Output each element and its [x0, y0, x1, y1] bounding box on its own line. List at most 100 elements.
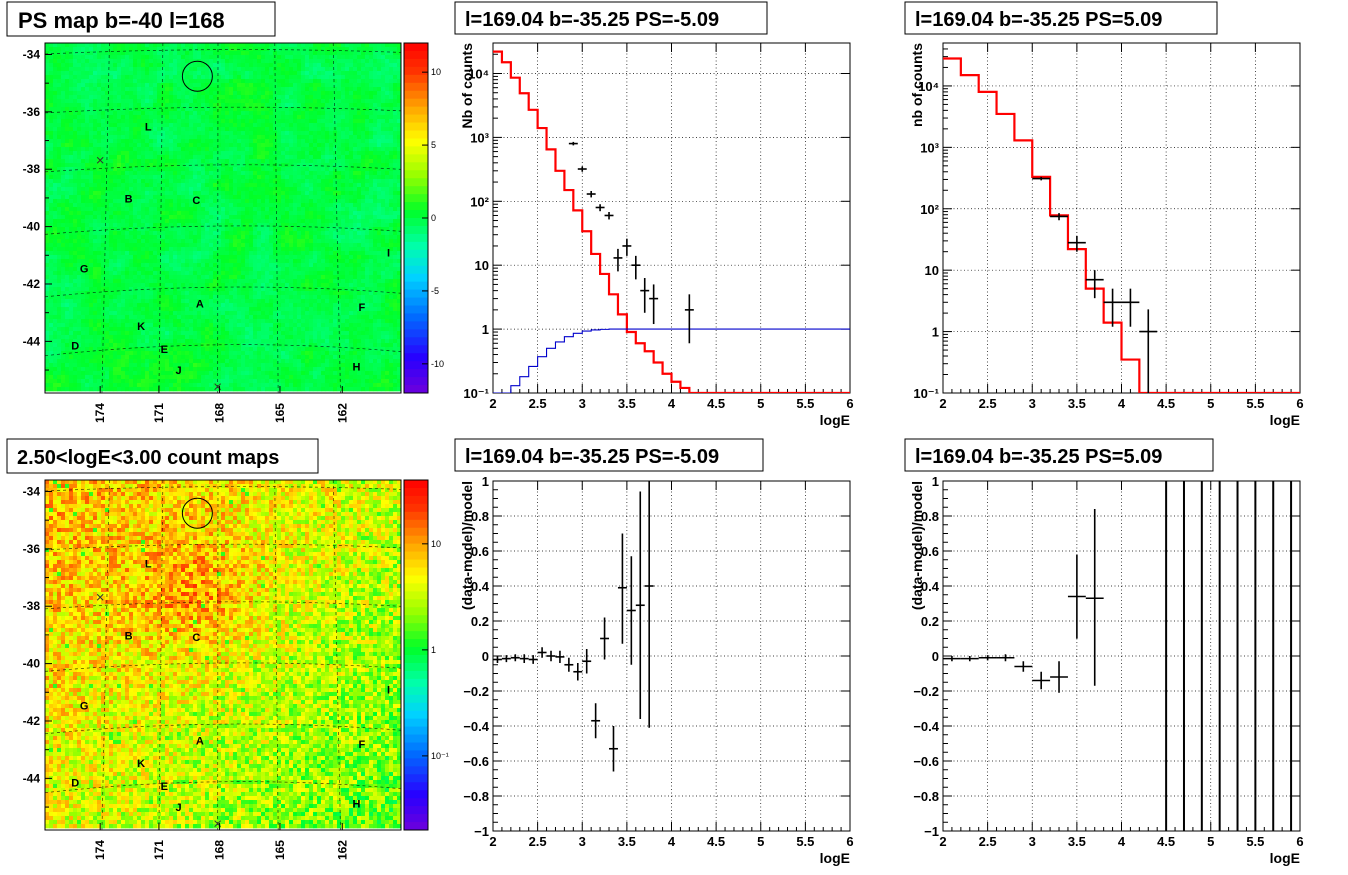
ps-map-cell — [69, 231, 74, 236]
ps-map-cell — [157, 211, 162, 216]
ps-map-cell — [169, 191, 174, 196]
ps-map-cell — [85, 267, 90, 272]
ps-map-cell — [329, 99, 334, 104]
ps-map-cell — [317, 223, 322, 228]
ps-map-cell — [105, 43, 110, 48]
ps-map-cell — [193, 151, 198, 156]
ps-map-cell — [197, 231, 202, 236]
ps-map-cell — [341, 191, 346, 196]
ps-map-cell — [281, 167, 286, 172]
ps-map-cell — [293, 159, 298, 164]
ps-map-cell — [149, 183, 154, 188]
ps-map-cell — [393, 59, 398, 64]
ps-map-cell — [209, 199, 214, 204]
ps-map-cell — [45, 207, 50, 212]
ps-map-cell — [53, 135, 58, 140]
ps-map-cell — [297, 55, 302, 60]
ps-map-cell — [69, 67, 74, 72]
ps-map-cell — [369, 207, 374, 212]
ps-map-cell — [185, 139, 190, 144]
ps-map-cell — [361, 79, 366, 84]
ps-map-cell — [201, 87, 206, 92]
ps-map-cell — [213, 43, 218, 48]
ps-map-cell — [133, 163, 138, 168]
ps-map-cell — [245, 87, 250, 92]
ps-map-cell — [165, 255, 170, 260]
ps-map-cell — [305, 79, 310, 84]
ps-map-cell — [257, 119, 262, 124]
ps-map-cell — [165, 59, 170, 64]
ps-map-cell — [133, 115, 138, 120]
ps-map-cell — [97, 195, 102, 200]
ps-map-cell — [61, 67, 66, 72]
ps-map-cell — [141, 91, 146, 96]
ps-map-cell — [137, 91, 142, 96]
ps-map-cell — [121, 79, 126, 84]
ps-map-cell — [257, 171, 262, 176]
ps-map-cell — [65, 99, 70, 104]
ps-map-cell — [209, 111, 214, 116]
ps-map-cell — [369, 135, 374, 140]
ps-map-cell — [309, 63, 314, 68]
ps-map-cell — [225, 155, 230, 160]
ps-map-cell — [265, 215, 270, 220]
ps-map-cell — [49, 63, 54, 68]
ps-map-cell — [65, 143, 70, 148]
ps-map-cell — [341, 127, 346, 132]
ps-map-cell — [373, 195, 378, 200]
ps-map-cell — [293, 135, 298, 140]
ps-map-cell — [201, 235, 206, 240]
ps-map-cell — [133, 263, 138, 268]
ps-map-cell — [73, 259, 78, 264]
ps-map-cell — [161, 231, 166, 236]
ps-map-cell — [109, 195, 114, 200]
ps-map-cell — [61, 259, 66, 264]
ps-map-cell — [257, 131, 262, 136]
ps-map-cell — [221, 75, 226, 80]
ps-map-cell — [73, 239, 78, 244]
ps-map-cell — [389, 207, 394, 212]
ps-map-cell — [253, 171, 258, 176]
ps-map-cell — [145, 135, 150, 140]
ps-map-cell — [129, 127, 134, 132]
ps-map-cell — [217, 211, 222, 216]
ps-map-cell — [373, 83, 378, 88]
ps-map-cell — [385, 135, 390, 140]
ps-map-cell — [361, 91, 366, 96]
ps-map-cell — [365, 67, 370, 72]
ps-map-cell — [145, 147, 150, 152]
ps-map-cell — [341, 107, 346, 112]
ps-map-cell — [293, 235, 298, 240]
ps-map-cell — [253, 247, 258, 252]
ps-map-cell — [189, 103, 194, 108]
ps-map-cell — [225, 79, 230, 84]
ps-map-cell — [361, 75, 366, 80]
ps-map-cell — [97, 147, 102, 152]
ps-map-cell — [337, 167, 342, 172]
ps-map-cell — [273, 75, 278, 80]
ps-map-cell — [385, 251, 390, 256]
ps-map-cell — [217, 151, 222, 156]
ps-map-cell — [273, 127, 278, 132]
ps-map-cell — [121, 147, 126, 152]
ps-map-cell — [217, 99, 222, 104]
ps-map-cell — [261, 79, 266, 84]
ps-map-cell — [197, 239, 202, 244]
ps-map-cell — [101, 75, 106, 80]
ps-map-cell — [193, 195, 198, 200]
ps-map-cell — [345, 83, 350, 88]
ps-map-cell — [353, 111, 358, 116]
ps-map-cell — [381, 119, 386, 124]
ps-map-cell — [341, 259, 346, 264]
ps-map-cell — [57, 155, 62, 160]
ps-map-cell — [289, 191, 294, 196]
ps-map-cell — [237, 167, 242, 172]
ps-map-cell — [165, 183, 170, 188]
ps-map-cell — [357, 223, 362, 228]
ps-map-cell — [265, 175, 270, 180]
ps-map-cell — [257, 67, 262, 72]
ps-map-cell — [105, 263, 110, 268]
ps-map-cell — [161, 223, 166, 228]
ps-map-cell — [225, 43, 230, 48]
ps-map-cell — [285, 67, 290, 72]
